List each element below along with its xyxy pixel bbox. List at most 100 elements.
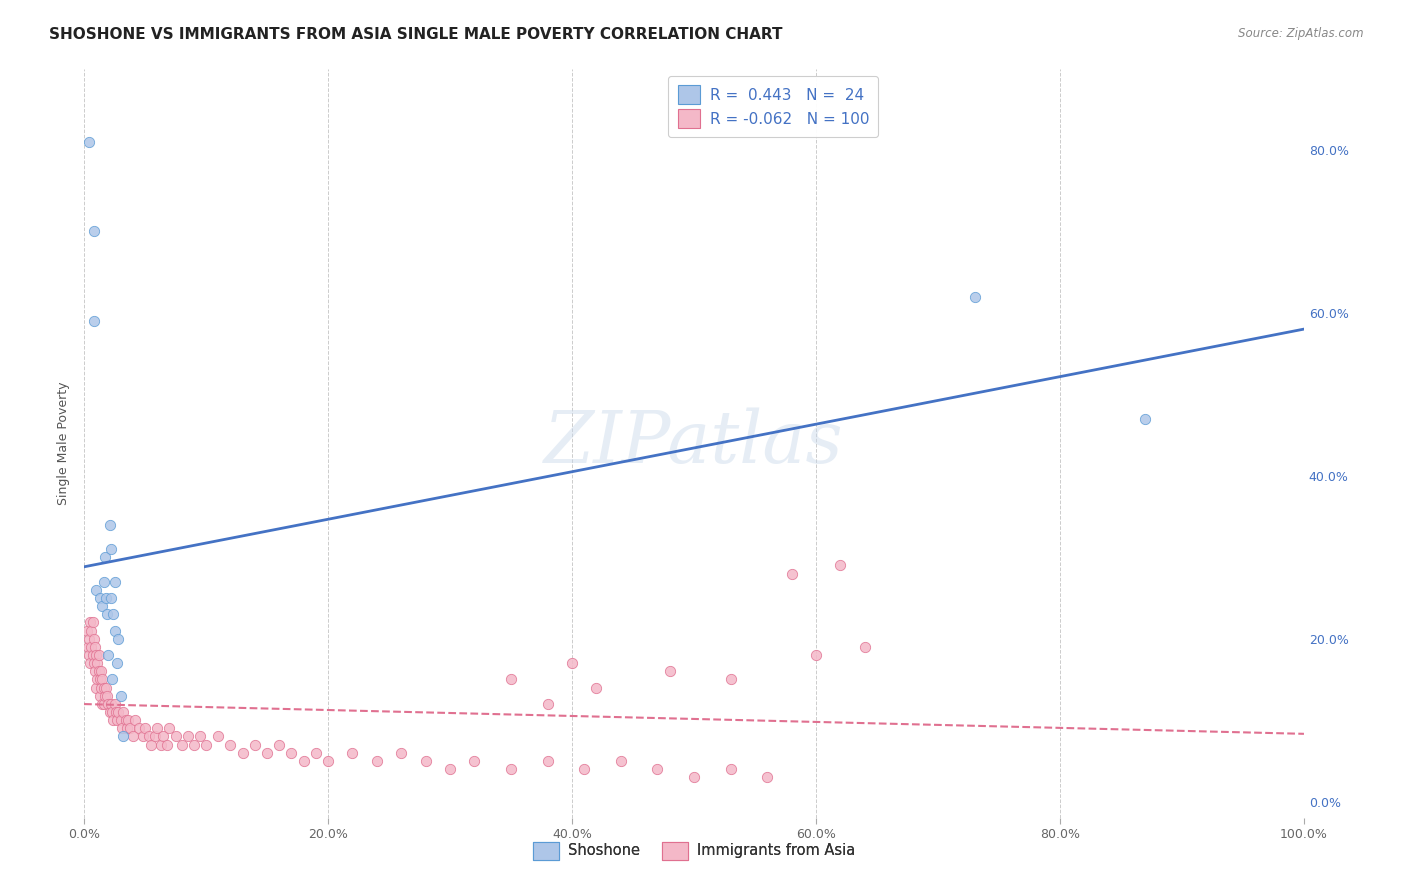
Point [305, 746, 328, 760]
Point [76, 624, 98, 638]
Point [830, 558, 852, 573]
Point [585, 681, 607, 695]
Point [156, 738, 179, 752]
Point [439, 762, 461, 776]
Point [86, 656, 108, 670]
Point [97, 697, 120, 711]
Point [780, 566, 803, 581]
Point [79, 615, 101, 630]
Point [141, 738, 163, 752]
Point [536, 697, 558, 711]
Point [121, 730, 143, 744]
Point [93, 697, 115, 711]
Point [91, 697, 114, 711]
Point [170, 738, 193, 752]
Point [463, 754, 485, 768]
Point [89, 591, 111, 605]
Point [103, 713, 125, 727]
Point [96, 689, 118, 703]
Point [1135, 411, 1157, 425]
Point [103, 697, 125, 711]
Point [84, 665, 107, 679]
Point [100, 697, 122, 711]
Point [91, 673, 114, 687]
Point [720, 673, 742, 687]
Point [499, 762, 522, 776]
Point [77, 632, 100, 646]
Point [415, 754, 437, 768]
Point [114, 713, 136, 727]
Point [658, 665, 681, 679]
Point [131, 730, 153, 744]
Point [195, 738, 218, 752]
Point [110, 713, 132, 727]
Point [177, 730, 200, 744]
Point [76, 640, 98, 654]
Point [83, 314, 105, 328]
Point [146, 721, 169, 735]
Point [256, 746, 278, 760]
Point [103, 624, 125, 638]
Point [138, 730, 160, 744]
Point [124, 713, 146, 727]
Point [756, 770, 779, 784]
Point [93, 681, 115, 695]
Point [316, 754, 339, 768]
Point [159, 721, 181, 735]
Point [86, 673, 108, 687]
Point [94, 681, 117, 695]
Point [149, 738, 172, 752]
Point [84, 582, 107, 597]
Point [120, 721, 142, 735]
Point [110, 689, 132, 703]
Point [112, 705, 135, 719]
Point [89, 689, 111, 703]
Text: Source: ZipAtlas.com: Source: ZipAtlas.com [1239, 27, 1364, 40]
Point [128, 721, 150, 735]
Point [98, 705, 121, 719]
Point [219, 738, 242, 752]
Point [97, 648, 120, 662]
Point [207, 730, 229, 744]
Y-axis label: Single Male Poverty: Single Male Poverty [58, 382, 70, 505]
Point [165, 730, 187, 744]
Point [84, 640, 107, 654]
Point [87, 648, 110, 662]
Point [94, 550, 117, 565]
Point [342, 746, 364, 760]
Text: SHOSHONE VS IMMIGRANTS FROM ASIA SINGLE MALE POVERTY CORRELATION CHART: SHOSHONE VS IMMIGRANTS FROM ASIA SINGLE … [49, 27, 783, 42]
Legend: Shoshone, Immigrants from Asia: Shoshone, Immigrants from Asia [526, 834, 862, 867]
Point [107, 705, 129, 719]
Point [366, 754, 388, 768]
Point [100, 542, 122, 557]
Point [98, 517, 121, 532]
Point [499, 673, 522, 687]
Point [91, 599, 114, 614]
Point [610, 754, 633, 768]
Point [963, 290, 986, 304]
Point [117, 713, 139, 727]
Point [280, 746, 302, 760]
Point [183, 738, 205, 752]
Point [94, 591, 117, 605]
Point [647, 762, 669, 776]
Point [101, 673, 124, 687]
Point [94, 689, 117, 703]
Point [82, 648, 104, 662]
Point [683, 770, 706, 784]
Point [84, 648, 107, 662]
Point [112, 730, 135, 744]
Point [93, 574, 115, 589]
Point [292, 754, 315, 768]
Point [105, 656, 128, 670]
Point [143, 730, 166, 744]
Point [83, 656, 105, 670]
Point [134, 721, 156, 735]
Point [720, 762, 742, 776]
Point [107, 632, 129, 646]
Point [269, 738, 291, 752]
Point [243, 738, 266, 752]
Point [100, 591, 122, 605]
Point [96, 607, 118, 622]
Point [90, 681, 112, 695]
